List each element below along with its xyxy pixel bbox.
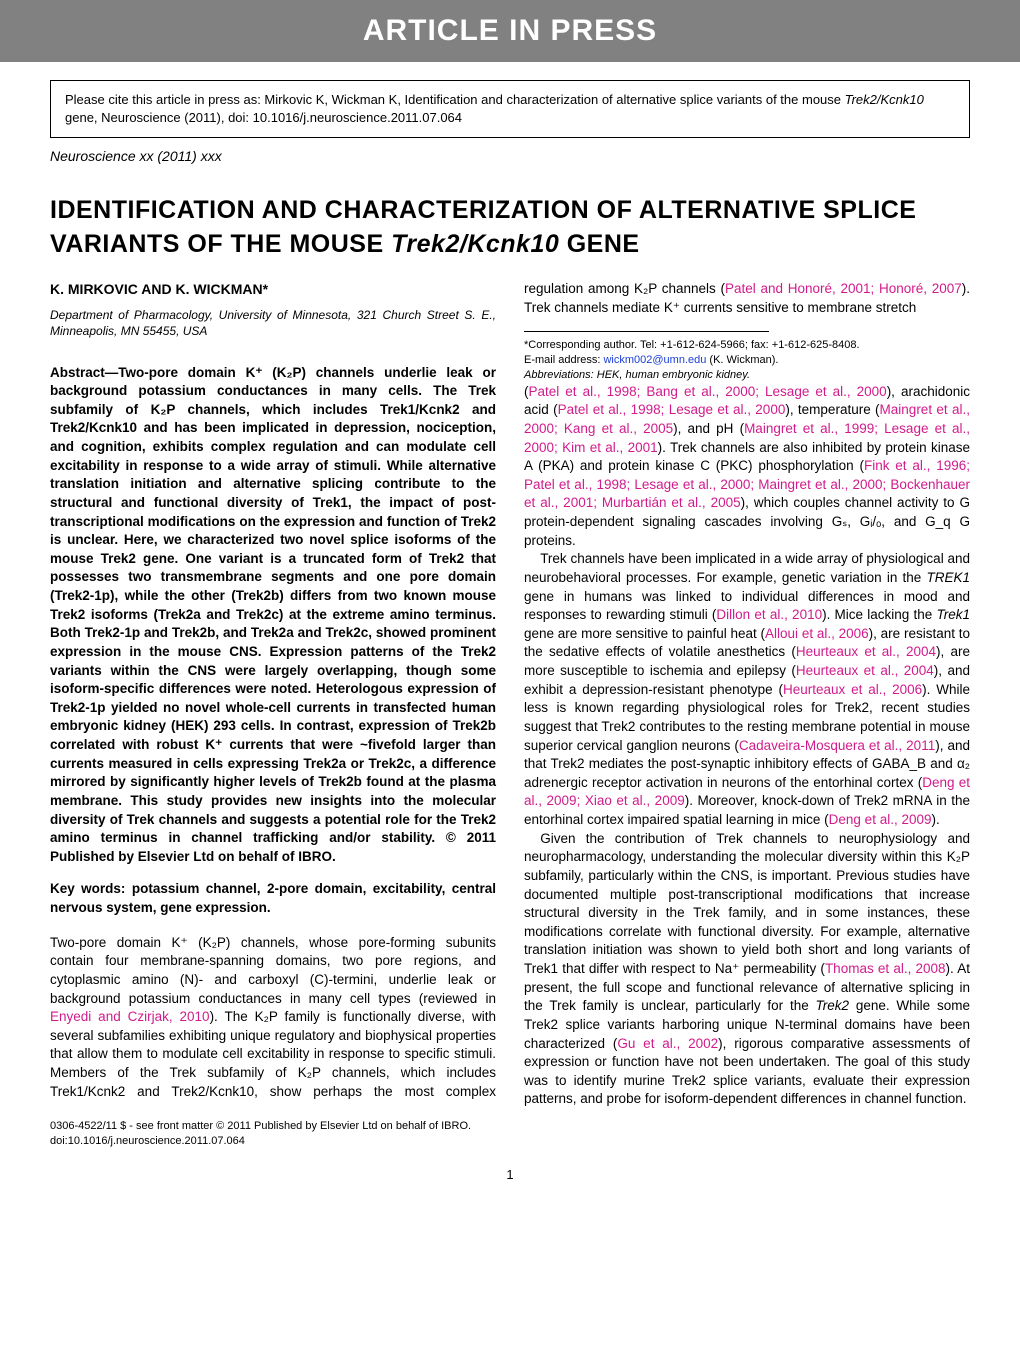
author-list: K. MIRKOVIC AND K. WICKMAN* <box>50 280 496 299</box>
article-in-press-banner: ARTICLE IN PRESS <box>0 0 1020 62</box>
title-gene: Trek2/Kcnk10 <box>391 230 559 258</box>
text: Two-pore domain K⁺ (K₂P) channels, whose… <box>50 935 496 1006</box>
citation-suffix: gene, Neuroscience (2011), doi: 10.1016/… <box>65 110 462 125</box>
page-footer: 0306-4522/11 $ - see front matter © 2011… <box>50 1119 970 1149</box>
citation-link[interactable]: Dillon et al., 2010 <box>716 607 822 622</box>
text: gene are more sensitive to painful heat … <box>524 626 765 641</box>
page-number: 1 <box>50 1167 970 1182</box>
gene-name: Trek1 <box>936 607 970 622</box>
citation-link[interactable]: Gu et al., 2002 <box>617 1036 718 1051</box>
corresponding-author: *Corresponding author. Tel: +1-612-624-5… <box>524 338 970 353</box>
doi-line: doi:10.1016/j.neuroscience.2011.07.064 <box>50 1134 970 1149</box>
copyright-line: 0306-4522/11 $ - see front matter © 2011… <box>50 1119 970 1134</box>
footnote-separator <box>524 331 769 332</box>
citation-link[interactable]: Thomas et al., 2008 <box>825 961 946 976</box>
email-line: E-mail address: wickm002@umn.edu (K. Wic… <box>524 353 970 368</box>
citation-link[interactable]: Alloui et al., 2006 <box>765 626 869 641</box>
footnote-block: *Corresponding author. Tel: +1-612-624-5… <box>524 331 970 383</box>
text: Given the contribution of Trek channels … <box>524 831 970 976</box>
email-link[interactable]: wickm002@umn.edu <box>603 354 706 366</box>
abbrev-text: Abbreviations: HEK, human embryonic kidn… <box>524 369 750 381</box>
citation-prefix: Please cite this article in press as: Mi… <box>65 92 845 107</box>
text: ). Mice lacking the <box>822 607 936 622</box>
text: ). <box>931 812 939 827</box>
col2-paragraph-3: Given the contribution of Trek channels … <box>524 830 970 1109</box>
text: Trek channels have been implicated in a … <box>524 551 970 585</box>
email-suffix: (K. Wickman). <box>706 354 778 366</box>
text: ), temperature ( <box>785 402 879 417</box>
citation-link[interactable]: Patel et al., 1998; Bang et al., 2000; L… <box>529 384 887 399</box>
article-title: IDENTIFICATION AND CHARACTERIZATION OF A… <box>50 194 970 262</box>
citation-link[interactable]: Heurteaux et al., 2004 <box>796 644 936 659</box>
citation-link[interactable]: Patel et al., 1998; Lesage et al., 2000 <box>558 402 786 417</box>
citation-link[interactable]: Heurteaux et al., 2006 <box>783 682 922 697</box>
email-label: E-mail address: <box>524 354 603 366</box>
citation-box: Please cite this article in press as: Mi… <box>50 80 970 138</box>
text: ), and pH ( <box>673 421 744 436</box>
journal-reference: Neuroscience xx (2011) xxx <box>50 148 970 164</box>
abbreviations: Abbreviations: HEK, human embryonic kidn… <box>524 368 970 383</box>
abstract: Abstract—Two-pore domain K⁺ (K₂P) channe… <box>50 364 496 867</box>
keywords: Key words: potassium channel, 2-pore dom… <box>50 880 496 917</box>
citation-link[interactable]: Cadaveira-Mosquera et al., 2011 <box>739 738 935 753</box>
citation-link[interactable]: Patel and Honoré, 2001; Honoré, 2007 <box>725 281 962 296</box>
author-affiliation: Department of Pharmacology, University o… <box>50 307 496 339</box>
col2-paragraph-2: Trek channels have been implicated in a … <box>524 550 970 829</box>
citation-link[interactable]: Heurteaux et al., 2004 <box>796 663 934 678</box>
citation-link[interactable]: Enyedi and Czirjak, 2010 <box>50 1009 210 1024</box>
two-column-body: K. MIRKOVIC AND K. WICKMAN* Department o… <box>50 280 970 1109</box>
main-content: IDENTIFICATION AND CHARACTERIZATION OF A… <box>0 194 1020 1221</box>
citation-gene: Trek2/Kcnk10 <box>845 92 924 107</box>
gene-name: Trek2 <box>816 998 850 1013</box>
col2-paragraph-1: (Patel et al., 1998; Bang et al., 2000; … <box>524 383 970 551</box>
gene-name: TREK1 <box>926 570 970 585</box>
citation-link[interactable]: Deng et al., 2009 <box>829 812 932 827</box>
title-part2: GENE <box>559 230 639 258</box>
